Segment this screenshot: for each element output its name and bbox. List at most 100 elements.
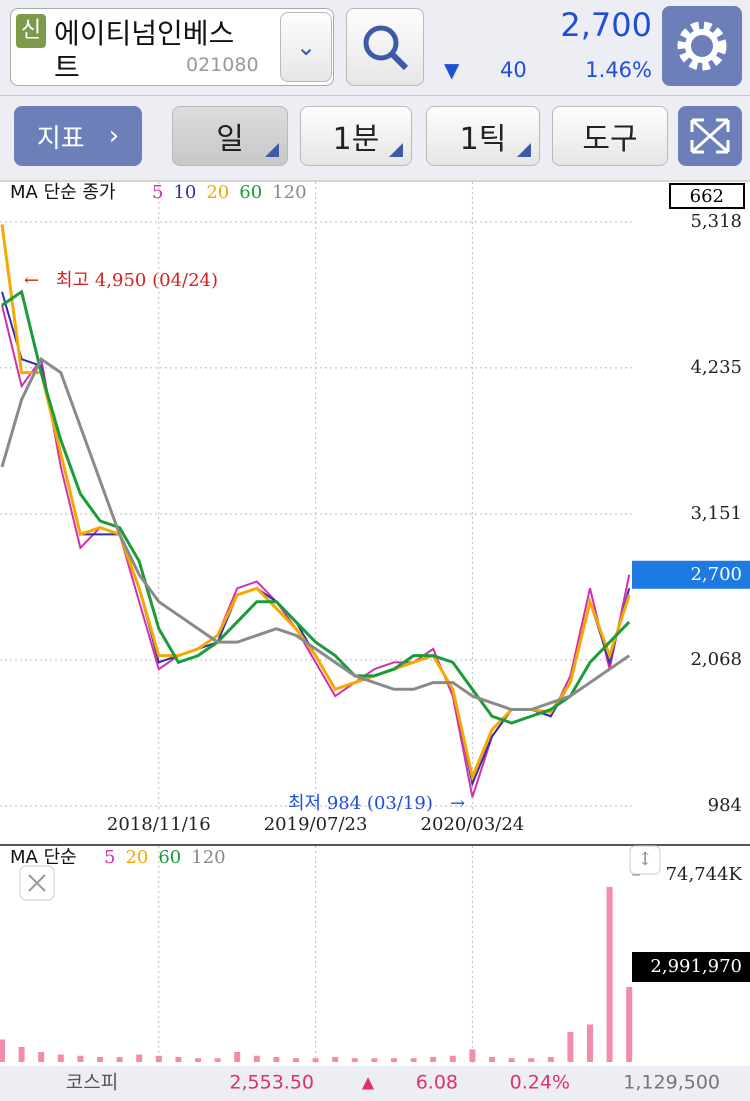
current-price: 2,700 [560,6,652,44]
volume-bar [214,1058,221,1062]
credit-badge: 신 [16,14,46,48]
volume-bar [77,1055,84,1062]
volume-bar [410,1058,417,1062]
period-button[interactable]: 일 [172,106,288,166]
volume-bar [136,1054,143,1062]
volume-bar [567,1031,574,1062]
indicator-button[interactable]: 지표 › [14,106,142,166]
legend-entry: 120 [272,182,306,203]
x-tick-label: 2019/07/23 [264,814,368,835]
price-legend-title: MA 단순 종가 [10,182,116,203]
ma-line [1,289,631,725]
volume-bar [116,1056,123,1062]
volume-bar [195,1058,201,1062]
volume-bar [371,1058,378,1062]
stock-code: 021080 [186,54,259,76]
expand-icon [690,118,730,154]
index-change: 6.08 [416,1072,458,1094]
volume-bar [273,1056,280,1062]
legend-entry: 60 [158,847,181,868]
scale-toggle-icon: ↕ [637,849,652,870]
legend-entry: 10 [173,182,196,203]
high-annotation: 최고 4,950 (04/24) [56,270,218,291]
volume-bar [332,1056,339,1062]
current-price-label: 2,700 [690,564,742,585]
gear-icon [677,21,727,71]
box-label-frame [669,183,745,209]
volume-bar [18,1046,25,1062]
y-tick-label: 4,235 [690,357,742,378]
search-icon [363,25,409,71]
volume-bar [449,1055,456,1062]
search-button[interactable] [346,8,424,86]
volume-bar [587,1024,593,1062]
highlight-label: 2,991,970 [650,956,742,977]
indicator-label: 지표 [36,123,85,154]
x-tick-label: 2018/11/16 [107,814,211,835]
legend-entry: 5 [104,847,115,868]
period-label: 일 [216,122,244,157]
volume-bar [469,1049,476,1062]
legend-entry: 20 [125,847,148,868]
index-name: 코스피 [66,1072,118,1094]
volume-bar [175,1056,182,1062]
volume-bar [489,1056,495,1062]
index-volume: 1,129,500 [623,1072,720,1094]
y-tick-label: 3,151 [690,503,742,524]
volume-bar [626,986,633,1062]
volume-bar [97,1056,103,1062]
stock-name-cont: 트 [54,51,80,84]
x-tick-label: 2020/03/24 [421,814,525,835]
down-arrow: ▼ [444,58,460,82]
y-tick-label: 5,318 [690,211,742,232]
price-change: 40 [500,58,527,82]
footer [0,1066,750,1101]
volume-bar [312,1058,319,1062]
tick-label: 1틱 [459,122,507,157]
volume-bar [430,1056,437,1062]
chevron: › [108,121,120,151]
box-label: 662 [690,186,724,207]
close-icon [28,874,46,892]
tools-label: 도구 [582,122,638,157]
low-arrow: → [450,793,465,814]
settings-button[interactable] [662,6,742,86]
y-tick-label: 2,068 [690,649,742,670]
volume-bar [547,1056,554,1062]
volume-bar [293,1058,299,1062]
change-rate: 1.46% [585,58,652,82]
volume-bar [391,1058,397,1062]
volume-bar [606,886,613,1062]
legend-entry: 20 [206,182,229,203]
index-rate: 0.24% [510,1072,570,1094]
dropdown-button[interactable]: ⌄ [280,12,332,82]
y-tick-label: 74,744K [666,864,743,885]
scale-toggle[interactable] [629,845,661,875]
volume-bar [528,1058,535,1062]
tools-button[interactable]: 도구 [552,106,668,166]
stock-name: 에이티넘인베스 [54,17,235,50]
minute-button[interactable]: 1분 [300,106,412,166]
volume-bar [234,1051,241,1062]
minute-label: 1분 [332,122,380,157]
volume-bar [253,1055,260,1062]
volume-bar [57,1054,64,1062]
low-annotation: 최저 984 (03/19) [288,793,433,814]
up-arrow: ▲ [362,1073,375,1092]
volume-bar [0,1039,5,1062]
legend-entry: 120 [191,847,225,868]
legend-entry: 5 [152,182,163,203]
index-value: 2,553.50 [229,1072,314,1094]
high-arrow: ← [24,270,39,291]
y-tick-label: 984 [708,795,742,816]
legend-entry: 60 [239,182,262,203]
volume-bar [351,1058,358,1062]
tick-button[interactable]: 1틱 [426,106,540,166]
expand-button[interactable] [678,106,742,166]
current-price-box [632,560,750,589]
volume-bar [155,1055,162,1062]
volume-bar [508,1058,515,1062]
highlight-box [632,952,750,982]
